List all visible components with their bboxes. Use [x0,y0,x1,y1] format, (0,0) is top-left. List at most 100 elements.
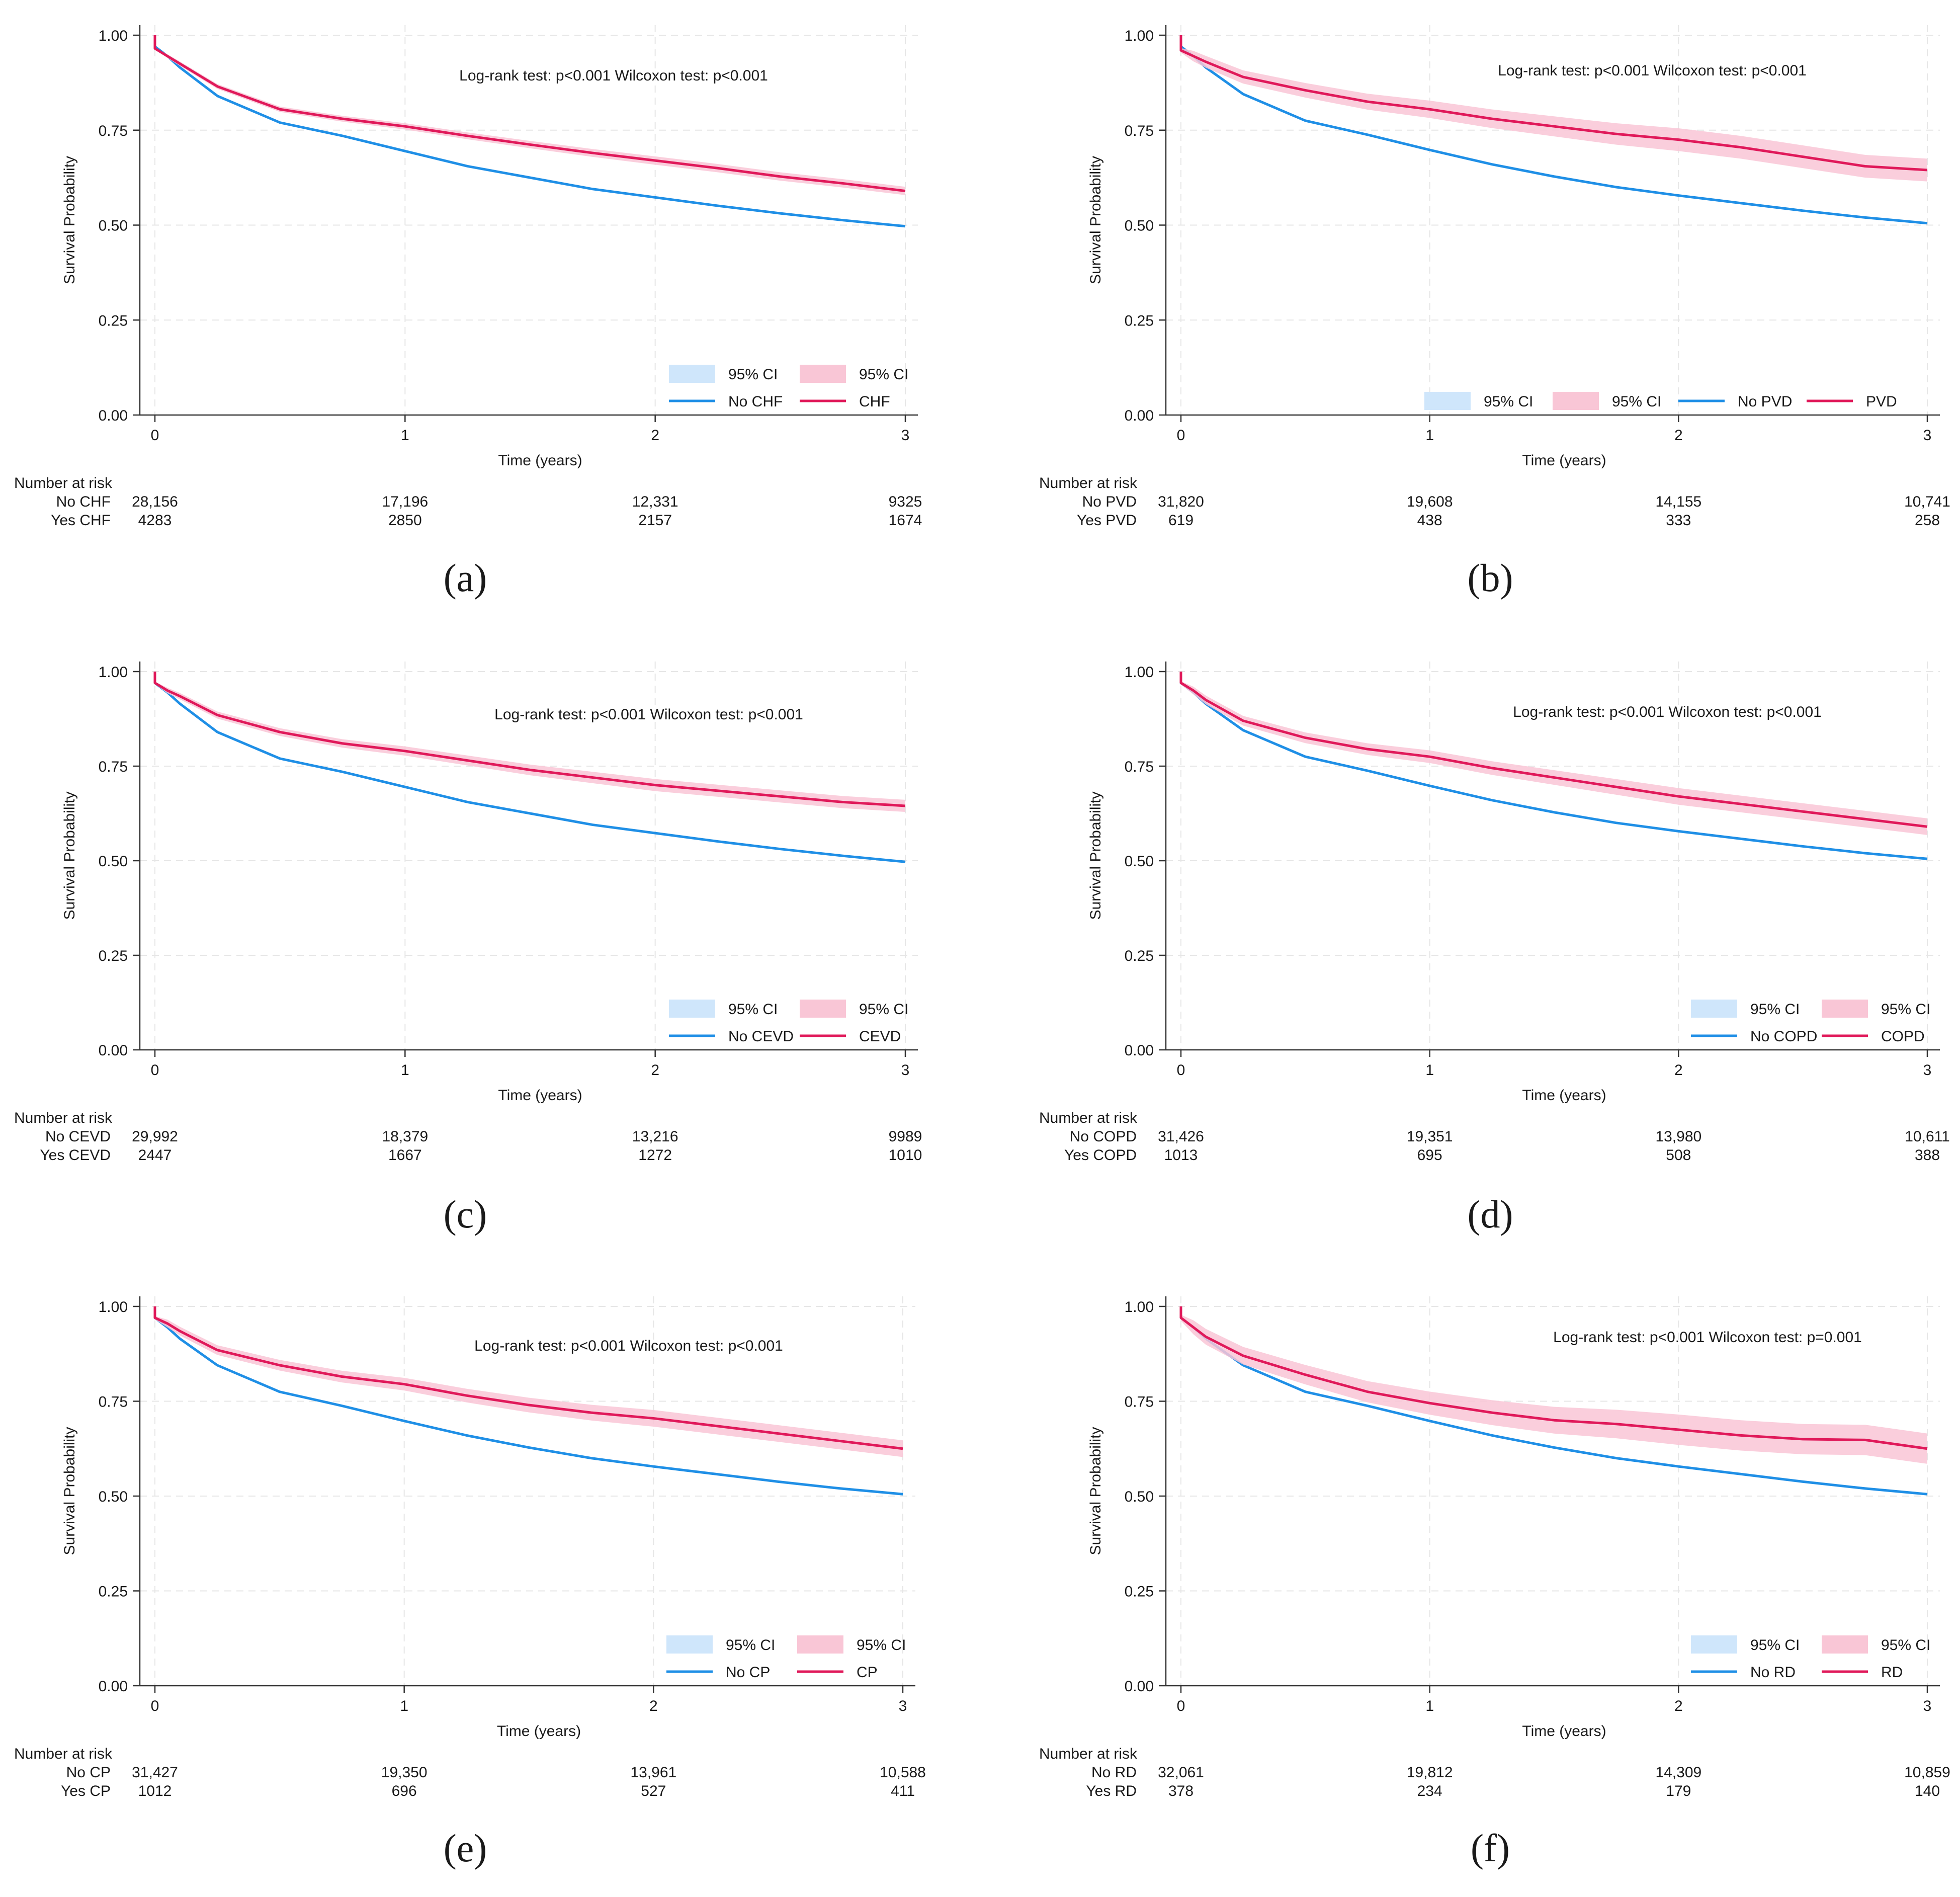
panel-label: (e) [444,1826,487,1870]
y-tick-label: 0.50 [1125,1489,1154,1505]
risk-table-title: Number at risk [14,475,113,491]
legend-swatch-ci [800,1000,846,1018]
risk-cell: 31,820 [1158,493,1204,510]
x-tick-label: 1 [1425,427,1434,444]
risk-cell: 527 [641,1783,666,1799]
legend-swatch-ci [1822,1635,1868,1654]
x-tick-label: 0 [1177,1698,1185,1714]
legend-swatch-ci [1424,392,1471,410]
y-tick-label: 0.75 [1125,123,1154,139]
x-axis-title: Time (years) [1522,1723,1606,1740]
legend-label: No PVD [1738,393,1792,410]
y-tick-label: 0.00 [1125,1042,1154,1059]
survival-curve-reference [1179,672,1928,860]
legend-label: 95% CI [726,1637,775,1654]
risk-cell: 1674 [889,512,922,529]
risk-cell: 411 [891,1783,915,1799]
y-tick-label: 1.00 [99,664,128,681]
x-axis-title: Time (years) [1522,452,1606,469]
risk-cell: 10,859 [1904,1764,1950,1781]
y-axis-title: Survival Probability [61,156,78,284]
legend-label: No RD [1750,1664,1796,1681]
risk-cell: 14,309 [1655,1764,1701,1781]
risk-cell: 619 [1168,512,1194,529]
risk-cell: 32,061 [1158,1764,1204,1781]
legend-label: CHF [859,393,890,410]
risk-cell: 13,980 [1655,1128,1701,1145]
y-tick-label: 0.00 [99,1042,128,1059]
risk-cell: 1010 [889,1147,922,1164]
y-tick-label: 0.75 [1125,1394,1154,1411]
legend-label: CEVD [859,1028,901,1045]
x-tick-label: 0 [151,427,159,444]
risk-row-label: No CEVD [45,1128,111,1145]
survival-curve-reference [153,35,906,228]
y-tick-label: 0.00 [1125,1678,1154,1695]
survival-curve-comorbidity [1179,1306,1928,1450]
panel-label: (d) [1468,1192,1513,1236]
x-tick-label: 2 [1674,1062,1683,1079]
y-axis-title: Survival Probability [1087,156,1104,284]
test-annotation: Log-rank test: p<0.001 Wilcoxon test: p=… [1553,1329,1862,1346]
risk-table: Number at risk No PVD 31,820 19,608 14,155 10… [1039,475,1950,529]
risk-cell: 4283 [138,512,172,529]
legend-label: 95% CI [1484,393,1533,410]
x-tick-label: 1 [401,1062,409,1079]
risk-cell: 388 [1915,1147,1940,1164]
legend-swatch-ci [800,365,846,383]
risk-cell: 9325 [889,493,922,510]
panel-label: (b) [1468,556,1513,600]
y-tick-label: 1.00 [99,1299,128,1315]
risk-cell: 17,196 [382,493,428,510]
risk-cell: 1013 [1164,1147,1198,1164]
legend-swatch-ci [797,1635,843,1654]
risk-table: Number at risk No CHF 28,156 17,196 12,331 93… [14,475,922,529]
risk-table: Number at risk No RD 32,061 19,812 14,309 10,… [1039,1746,1950,1799]
risk-row-label: No CHF [56,493,111,510]
risk-cell: 9989 [889,1128,922,1145]
risk-cell: 31,426 [1158,1128,1204,1145]
risk-cell: 19,812 [1407,1764,1453,1781]
risk-cell: 10,741 [1904,493,1950,510]
x-tick-label: 3 [901,1062,910,1079]
y-tick-label: 0.25 [99,948,128,964]
risk-row-label: Yes PVD [1077,512,1137,529]
risk-cell: 695 [1417,1147,1442,1164]
y-tick-label: 0.00 [1125,407,1154,424]
legend-swatch-ci [1691,1000,1737,1018]
x-tick-label: 2 [651,427,659,444]
legend-label: COPD [1881,1028,1925,1045]
y-tick-label: 1.00 [1125,664,1154,681]
x-tick-label: 3 [1923,427,1932,444]
ci-band-comorbidity [1181,1314,1927,1464]
risk-cell: 508 [1666,1147,1691,1164]
risk-table-title: Number at risk [1039,1110,1138,1126]
legend-swatch-ci [669,365,715,383]
km-panel-3: 0.00 0.25 0.50 0.75 1.00 0 1 2 3 Time (years) Surv… [14,662,922,1236]
x-tick-label: 3 [899,1698,907,1714]
km-panel-4: 0.00 0.25 0.50 0.75 1.00 0 1 2 3 Time (years) Surv… [1039,662,1950,1236]
x-tick-label: 1 [1425,1062,1434,1079]
y-tick-label: 0.50 [1125,853,1154,870]
legend-label: RD [1881,1664,1903,1681]
x-tick-label: 3 [1923,1698,1932,1714]
y-tick-label: 0.25 [1125,312,1154,329]
risk-cell: 12,331 [632,493,678,510]
risk-cell: 28,156 [132,493,178,510]
risk-cell: 18,379 [382,1128,428,1145]
km-panel-2: 0.00 0.25 0.50 0.75 1.00 0 1 2 3 Time (years) Surv… [1039,25,1950,600]
survival-curve-comorbidity [153,672,906,807]
legend-label: 95% CI [1881,1637,1930,1654]
risk-cell: 2447 [138,1147,172,1164]
legend-label: 95% CI [859,366,908,383]
legend-label: PVD [1866,393,1897,410]
y-tick-label: 0.50 [1125,218,1154,234]
survival-curve-reference [153,1306,903,1496]
y-tick-label: 0.25 [1125,948,1154,964]
risk-cell: 696 [392,1783,417,1799]
risk-cell: 179 [1666,1783,1691,1799]
y-tick-label: 0.25 [1125,1584,1154,1600]
x-tick-label: 1 [1425,1698,1434,1714]
legend-label: CP [857,1664,878,1681]
